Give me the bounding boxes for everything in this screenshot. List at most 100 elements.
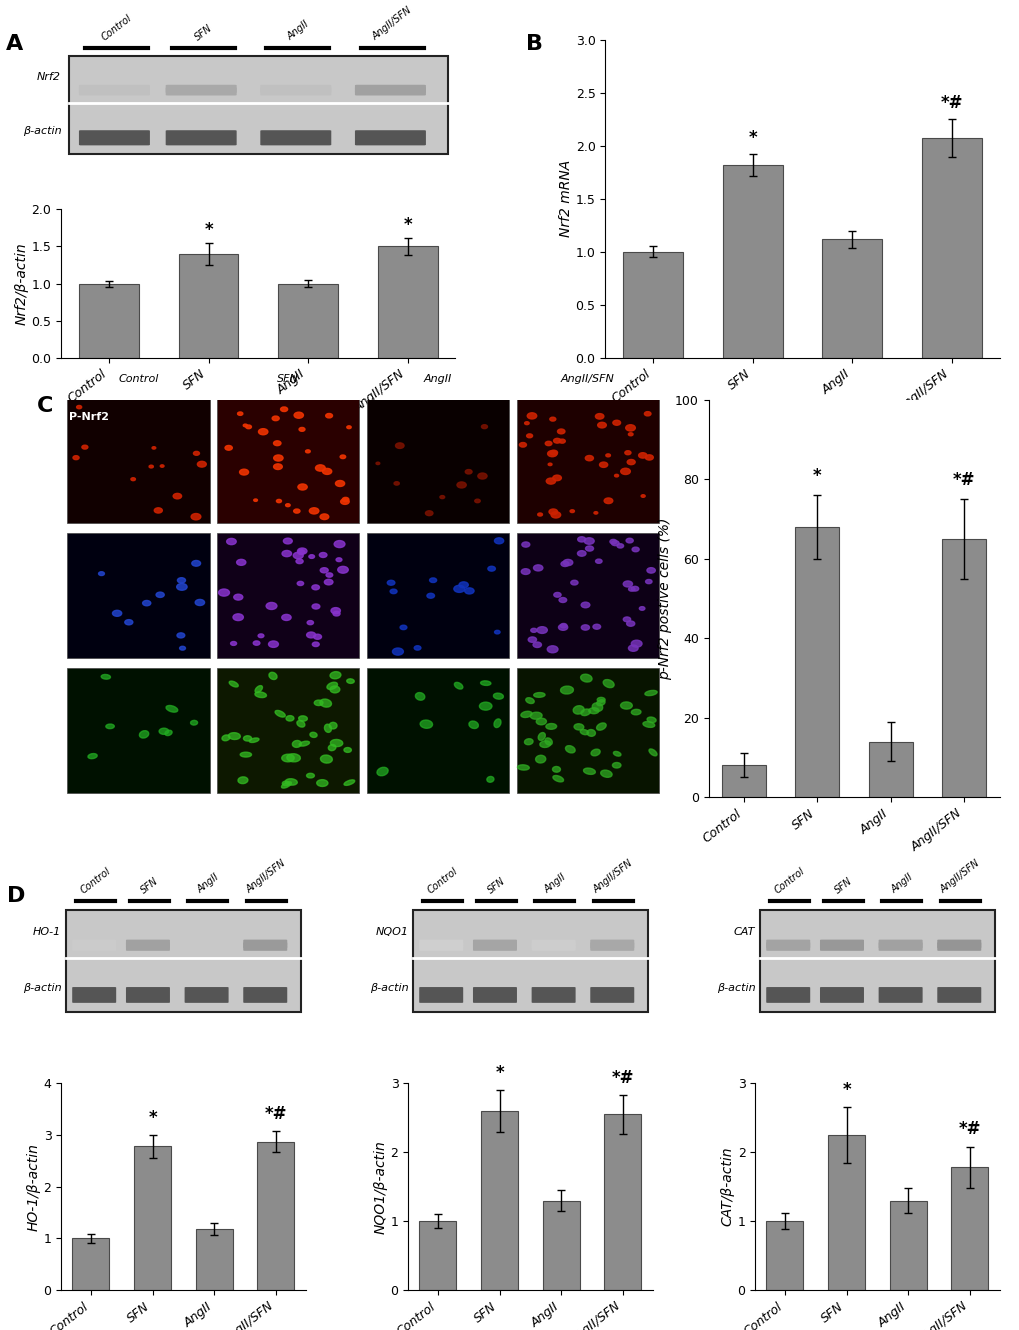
Circle shape xyxy=(527,412,536,419)
FancyBboxPatch shape xyxy=(67,533,210,658)
FancyBboxPatch shape xyxy=(355,130,426,145)
Circle shape xyxy=(312,642,319,646)
Circle shape xyxy=(258,428,268,435)
Circle shape xyxy=(195,600,205,605)
Circle shape xyxy=(225,446,232,451)
Text: AngII/SFN: AngII/SFN xyxy=(370,5,414,43)
Ellipse shape xyxy=(596,724,605,730)
Circle shape xyxy=(631,587,638,591)
Circle shape xyxy=(577,551,586,556)
Ellipse shape xyxy=(329,722,336,729)
Circle shape xyxy=(299,427,305,431)
Text: β-actin: β-actin xyxy=(716,983,754,992)
Ellipse shape xyxy=(580,709,590,716)
Ellipse shape xyxy=(565,746,575,753)
Ellipse shape xyxy=(602,680,613,688)
Circle shape xyxy=(293,552,303,559)
Circle shape xyxy=(597,423,605,428)
Circle shape xyxy=(595,559,601,564)
FancyBboxPatch shape xyxy=(531,987,575,1003)
FancyBboxPatch shape xyxy=(67,668,210,793)
FancyBboxPatch shape xyxy=(936,942,980,948)
FancyBboxPatch shape xyxy=(184,987,228,1003)
Ellipse shape xyxy=(316,779,328,786)
Ellipse shape xyxy=(165,730,172,735)
Bar xyxy=(133,1146,171,1290)
Circle shape xyxy=(528,637,536,642)
Bar xyxy=(868,742,912,797)
Circle shape xyxy=(306,450,310,454)
Circle shape xyxy=(645,580,651,584)
FancyBboxPatch shape xyxy=(165,130,236,145)
FancyBboxPatch shape xyxy=(125,987,170,1003)
Ellipse shape xyxy=(343,779,355,786)
FancyBboxPatch shape xyxy=(184,942,228,948)
Bar xyxy=(481,1111,518,1290)
Ellipse shape xyxy=(560,686,573,694)
Circle shape xyxy=(233,595,243,600)
FancyBboxPatch shape xyxy=(765,987,809,1003)
Circle shape xyxy=(558,597,567,602)
Circle shape xyxy=(453,585,465,592)
Ellipse shape xyxy=(525,698,534,704)
Text: Control: Control xyxy=(771,866,806,895)
Ellipse shape xyxy=(620,702,632,709)
Circle shape xyxy=(389,589,396,593)
Text: *: * xyxy=(148,1109,157,1127)
Circle shape xyxy=(581,625,589,630)
Text: *: * xyxy=(842,1081,850,1099)
Y-axis label: p-Nrf2 postive cells (%): p-Nrf2 postive cells (%) xyxy=(657,517,672,680)
Circle shape xyxy=(283,539,292,544)
Text: SFN: SFN xyxy=(485,875,506,895)
Bar xyxy=(821,239,881,358)
FancyBboxPatch shape xyxy=(590,987,634,1003)
FancyBboxPatch shape xyxy=(819,942,863,948)
Circle shape xyxy=(626,539,633,543)
FancyBboxPatch shape xyxy=(260,88,331,93)
Circle shape xyxy=(296,559,303,564)
FancyBboxPatch shape xyxy=(877,942,922,948)
Ellipse shape xyxy=(191,721,198,725)
Circle shape xyxy=(631,640,641,648)
Circle shape xyxy=(549,450,557,455)
Bar xyxy=(942,539,985,797)
Ellipse shape xyxy=(580,674,591,682)
FancyBboxPatch shape xyxy=(367,668,508,793)
Circle shape xyxy=(218,589,229,596)
Circle shape xyxy=(519,443,526,447)
Ellipse shape xyxy=(327,682,337,689)
Circle shape xyxy=(584,537,594,544)
Text: B: B xyxy=(526,33,543,53)
Text: P-Nrf2: P-Nrf2 xyxy=(68,412,108,422)
Circle shape xyxy=(339,455,345,459)
Ellipse shape xyxy=(297,721,305,728)
Text: SFN: SFN xyxy=(139,875,160,895)
Ellipse shape xyxy=(521,712,532,717)
Circle shape xyxy=(236,560,246,565)
Ellipse shape xyxy=(244,735,252,741)
Text: AngII/SFN: AngII/SFN xyxy=(560,374,614,384)
Circle shape xyxy=(547,646,557,653)
Ellipse shape xyxy=(493,720,500,728)
FancyBboxPatch shape xyxy=(72,939,116,946)
Circle shape xyxy=(258,634,264,637)
Circle shape xyxy=(552,475,560,480)
Ellipse shape xyxy=(583,769,595,774)
Ellipse shape xyxy=(106,724,114,729)
Ellipse shape xyxy=(469,721,478,729)
Ellipse shape xyxy=(420,720,432,729)
Text: D: D xyxy=(7,886,25,906)
Circle shape xyxy=(553,439,560,443)
FancyBboxPatch shape xyxy=(184,939,228,946)
Circle shape xyxy=(557,430,565,434)
FancyBboxPatch shape xyxy=(260,130,331,145)
Circle shape xyxy=(376,462,379,464)
Text: AngII: AngII xyxy=(424,374,451,384)
Circle shape xyxy=(425,511,432,516)
Circle shape xyxy=(627,459,635,464)
Circle shape xyxy=(612,420,620,426)
Circle shape xyxy=(562,560,573,565)
FancyBboxPatch shape xyxy=(66,910,301,1012)
FancyBboxPatch shape xyxy=(419,939,463,946)
FancyBboxPatch shape xyxy=(516,398,658,523)
